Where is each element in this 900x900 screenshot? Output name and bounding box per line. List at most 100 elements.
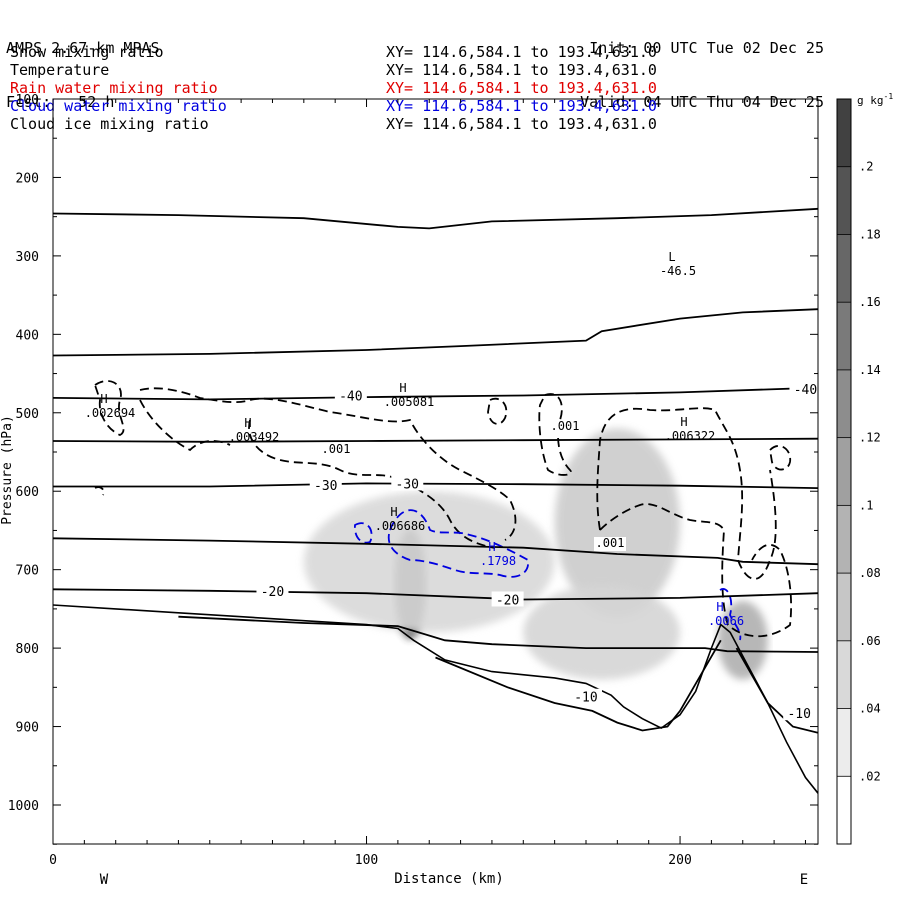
contour-label: -20	[496, 593, 519, 608]
cloud-water-contour	[719, 588, 742, 641]
y-tick-label: 400	[16, 328, 39, 343]
label-bg	[391, 475, 424, 491]
forecast-hour: Fcst: 52 h	[6, 93, 115, 111]
label-bg	[549, 420, 581, 434]
legend-name: Snow mixing ratio	[10, 43, 164, 61]
legend-name: Cloud ice mixing ratio	[10, 115, 209, 133]
contour-label: -20	[261, 585, 284, 600]
snow-contour-label: .001	[596, 536, 625, 550]
contour-label: -10	[574, 691, 597, 706]
label-bg	[320, 443, 352, 457]
extremum-marker: H	[716, 600, 723, 614]
colorbar-swatch	[837, 302, 851, 370]
colorbar-swatch	[837, 573, 851, 641]
header-left: AMPS 2.67-km MPAS Fcst: 52 h	[6, 3, 160, 129]
legend-name: Temperature	[10, 61, 110, 79]
colorbar-tick-label: .04	[859, 702, 881, 716]
label-bg	[783, 705, 816, 721]
extremum-marker: H	[100, 392, 107, 406]
legend-xy: XY= 114.6,584.1 to 193.4,631.0	[386, 79, 657, 97]
colorbar-swatch	[837, 505, 851, 574]
extremum-value: -46.5	[660, 264, 696, 278]
y-tick-label: 300	[16, 250, 39, 265]
east-label: E	[800, 872, 808, 888]
header-right: Init: 00 UTC Tue 02 Dec 25 Valid: 04 UTC…	[580, 3, 824, 129]
contour-label: -40	[339, 390, 362, 405]
y-tick-label: 900	[16, 721, 39, 736]
temperature-contour	[53, 588, 818, 601]
extremum-marker: H	[244, 416, 251, 430]
cloud-ice-blob	[523, 585, 681, 680]
temperature-contour	[53, 537, 818, 566]
axes: 100 200 300 400 500 600 700 800 900 1000 0 100 200	[8, 93, 818, 868]
snow-contour	[93, 380, 125, 436]
cloud-water-contour	[387, 509, 529, 578]
colorbar-swatch	[837, 640, 851, 709]
x-tick-label: 0	[49, 853, 57, 868]
colorbar-tick-label: .18	[859, 227, 881, 241]
colorbar-tick-label: .02	[859, 769, 881, 783]
temperature-contour	[435, 639, 722, 732]
colorbar-swatch	[837, 234, 851, 303]
plot-frame	[52, 98, 819, 845]
x-axis-label: Distance (km)	[394, 871, 504, 887]
temperature-contour	[735, 647, 818, 734]
y-tick-label: 1000	[8, 799, 39, 814]
label-bg	[491, 591, 524, 607]
snow-contour	[538, 393, 572, 476]
snow-contour-label: .001	[322, 442, 351, 456]
temperature-contour	[53, 437, 818, 443]
init-time: Init: 00 UTC Tue 02 Dec 25	[589, 39, 824, 57]
legend-name: Rain water mixing ratio	[10, 79, 218, 97]
extremum-value: .002694	[85, 406, 136, 420]
colorbar-swatch	[837, 369, 851, 438]
legend-xy: XY= 114.6,584.1 to 193.4,631.0	[386, 97, 657, 115]
colorbar-swatch	[837, 437, 851, 506]
extremum-marker: H	[488, 540, 495, 554]
temperature-contour	[53, 482, 818, 489]
snow-contour	[94, 486, 105, 496]
snow-contour	[769, 445, 792, 471]
legend-name: Cloud water mixing ratio	[10, 97, 227, 115]
extremum-value: .006686	[375, 519, 426, 533]
valid-time: Valid: 04 UTC Thu 04 Dec 25	[580, 93, 824, 111]
label-bg	[594, 537, 626, 551]
west-label: W	[100, 872, 109, 888]
temperature-contours	[53, 207, 818, 794]
label-bg	[256, 582, 289, 598]
legend-xy: XY= 114.6,584.1 to 193.4,631.0	[386, 61, 657, 79]
legend-xy: XY= 114.6,584.1 to 193.4,631.0	[386, 43, 657, 61]
colorbar-tick-label: .14	[859, 363, 881, 377]
y-tick-label: 200	[16, 171, 39, 186]
colorbar-frame	[836, 98, 852, 845]
colorbar-tick-label: .08	[859, 566, 881, 580]
cloud-water-contour	[354, 522, 373, 544]
temperature-contour	[53, 386, 818, 401]
snow-contour	[487, 397, 508, 425]
temperature-contour	[53, 308, 818, 357]
temperature-contour-labels: -40 -30 -20 -10 -40 -30 -20 -10	[256, 381, 822, 722]
cloud-ice-shading	[303, 428, 768, 680]
x-tick-label: 200	[668, 853, 691, 868]
y-tick-label: 600	[16, 485, 39, 500]
model-title: AMPS 2.67-km MPAS	[6, 39, 160, 57]
colorbar-tick-label: .06	[859, 634, 881, 648]
legend-xy: XY= 114.6,584.1 to 193.4,631.0	[386, 115, 657, 133]
y-axis-label: Pressure (hPa)	[0, 415, 15, 525]
colorbar-tick-label: .12	[859, 431, 881, 445]
colorbar-swatch	[837, 166, 851, 235]
label-bg	[569, 688, 602, 704]
colorbar-tick-label: .16	[859, 295, 881, 309]
extremum-value: .006322	[665, 429, 716, 443]
extremum-marker: H	[399, 381, 406, 395]
x-tick-label: 100	[355, 853, 378, 868]
y-tick-label: 800	[16, 642, 39, 657]
colorbar-tick-label: .2	[859, 160, 873, 174]
label-bg	[334, 387, 367, 403]
label-bg	[309, 476, 342, 492]
extremum-marker: L	[668, 250, 675, 264]
colorbar-swatch	[837, 708, 851, 777]
temperature-contour	[178, 615, 818, 653]
extremum-value: .0066	[708, 614, 744, 628]
